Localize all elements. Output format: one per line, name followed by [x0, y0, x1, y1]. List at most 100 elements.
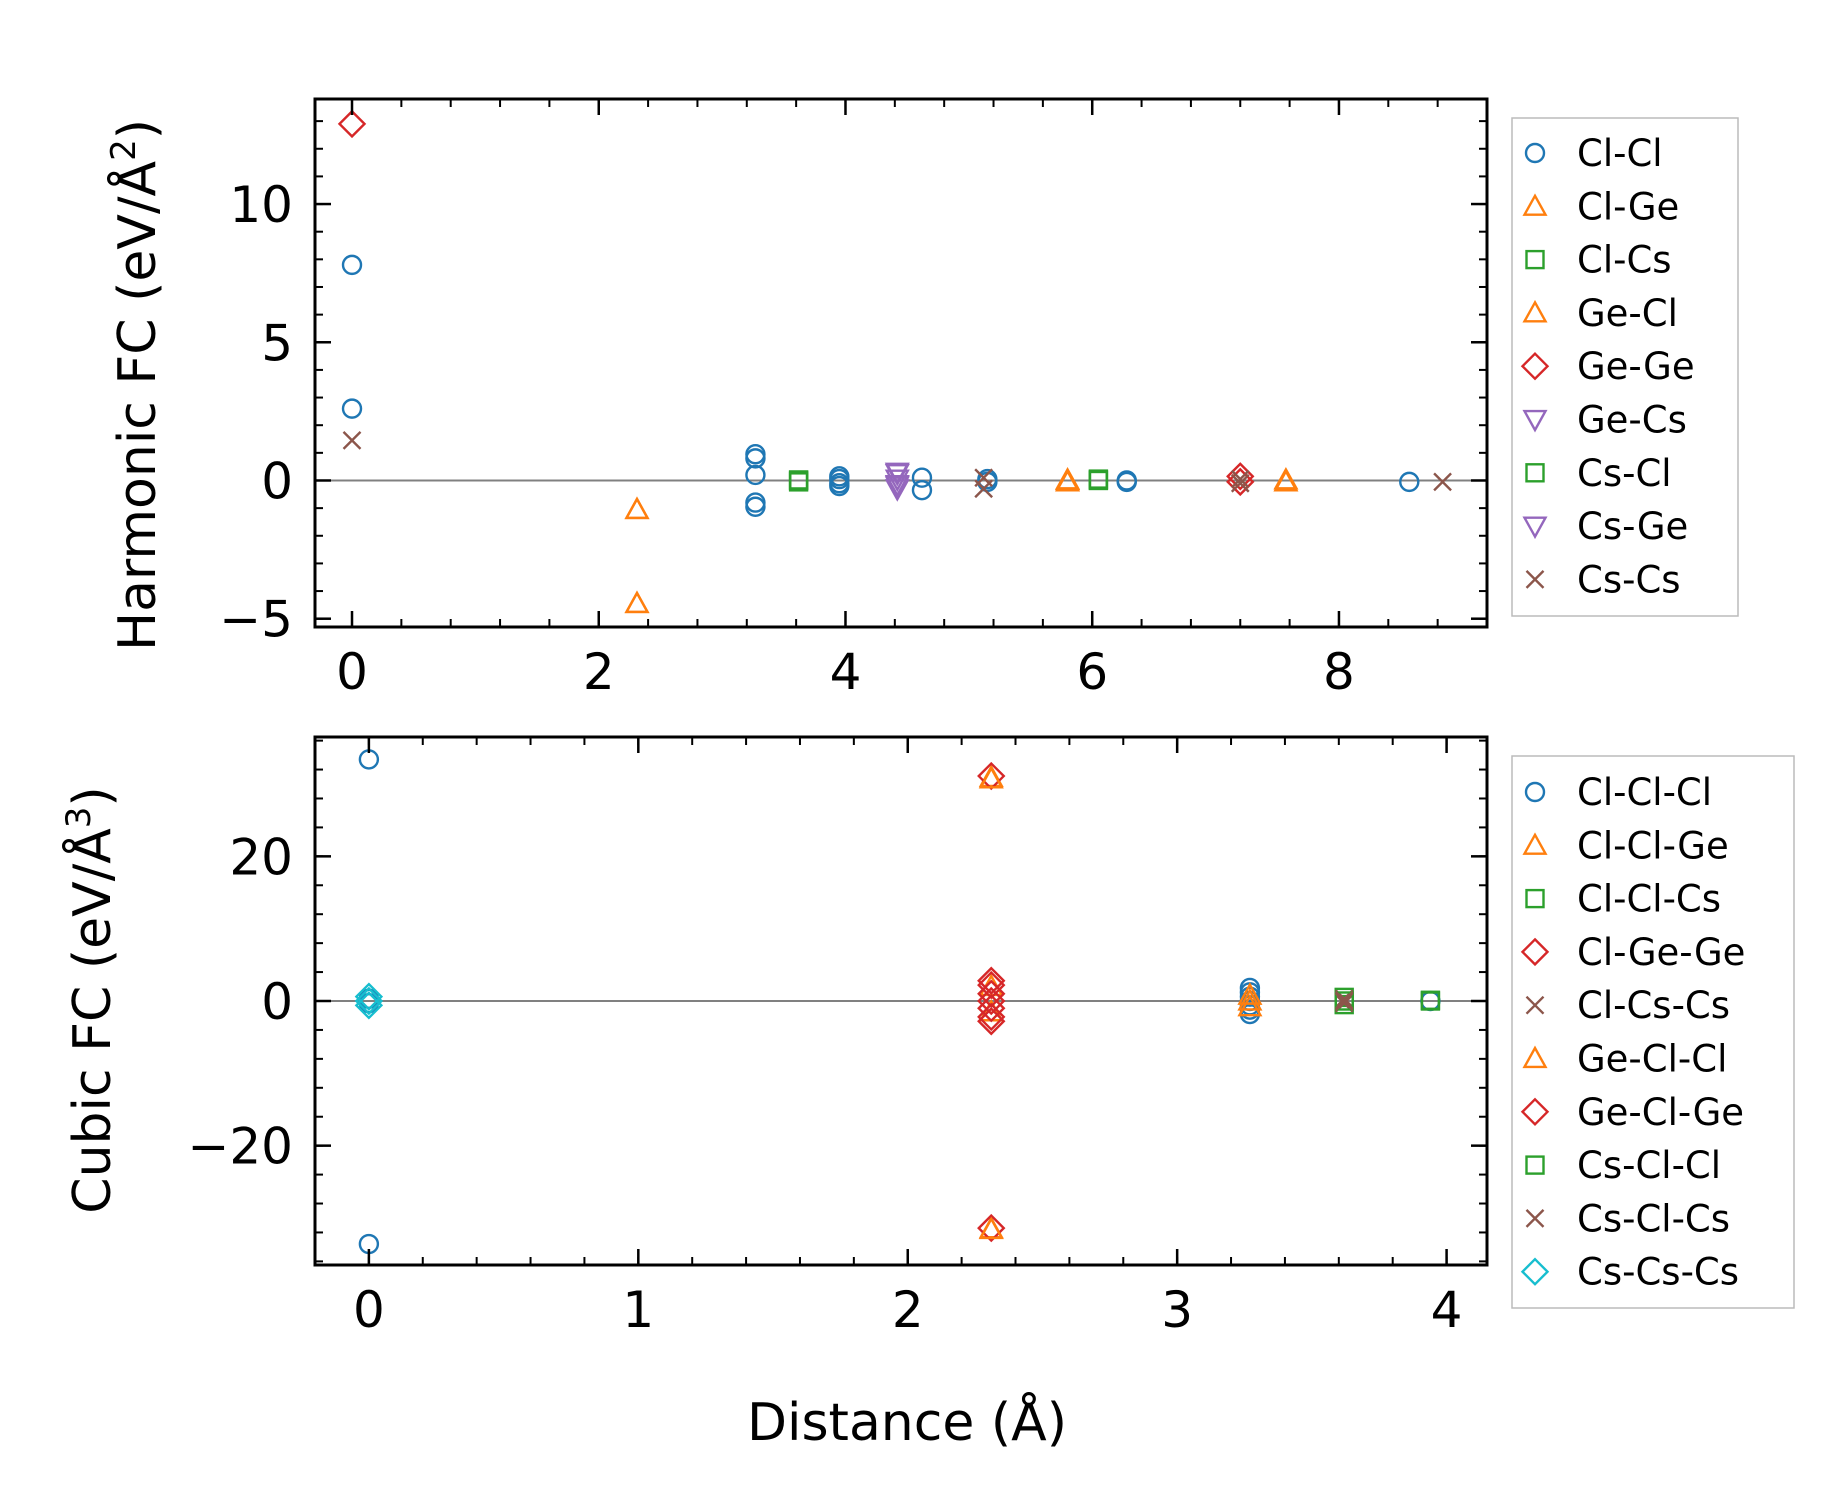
- data-point-ge-cl: [624, 590, 650, 614]
- cubic-plot-content: [315, 749, 1487, 1255]
- x-tick-label: 6: [1076, 643, 1108, 701]
- series-ge-cl-ge: [977, 970, 1006, 1032]
- data-point-ge-cl: [1055, 467, 1081, 491]
- y-tick-label: 5: [261, 314, 293, 372]
- legend-label-cl-cl-cs: Cl-Cl-Cs: [1577, 878, 1721, 921]
- cubic-y-axis-label: Cubic FC (eV/Å3): [59, 786, 123, 1213]
- x-tick-label: 1: [622, 1281, 654, 1339]
- legend-marker-ge-cl-cl: [1522, 1045, 1548, 1069]
- series-cs-cs-cs: [354, 982, 384, 1020]
- data-point-cl-cl: [341, 254, 363, 276]
- series-ge-cl: [624, 467, 1081, 614]
- legend-marker-cl-cl-cs: [1525, 888, 1545, 909]
- x-tick-label: 2: [583, 643, 615, 701]
- x-tick-label: 4: [830, 643, 862, 701]
- legend-marker-cs-cl: [1525, 463, 1545, 483]
- data-point-cs-cl-cs: [1334, 992, 1354, 1012]
- legend-marker-cl-cl: [1524, 142, 1546, 164]
- harmonic-y-tick-labels: −5 0 5 10: [219, 176, 293, 649]
- x-tick-label: 2: [892, 1281, 924, 1339]
- harmonic-panel: 0 2 4 6 8 −5 0 5 10 Harmonic FC (eV/Å2) Cl-Cl Cl…: [104, 97, 1739, 701]
- legend-marker-cs-cl-cs: [1525, 1209, 1545, 1228]
- data-point-ge-cl-ge: [977, 986, 1006, 1016]
- data-point-cs-cs: [1230, 469, 1250, 489]
- data-point-cl-ge-ge: [977, 761, 1006, 791]
- harmonic-y-axis-label: Harmonic FC (eV/Å2): [104, 119, 168, 651]
- legend-label-cl-cl: Cl-Cl: [1577, 132, 1663, 175]
- legend-marker-cs-cs-cs: [1520, 1257, 1550, 1286]
- harmonic-legend-box: [1511, 117, 1739, 617]
- legend-marker-cl-cs-cs: [1525, 995, 1545, 1015]
- data-point-cl-cl-ge: [1237, 993, 1263, 1017]
- legend-marker-cl-cl-cl: [1524, 781, 1546, 803]
- harmonic-plot-content: [315, 109, 1487, 614]
- legend-marker-cs-cs: [1525, 570, 1545, 589]
- legend-marker-cl-ge-ge: [1520, 937, 1550, 967]
- y-tick-label: 0: [261, 452, 293, 510]
- data-point-cl-cl: [1399, 471, 1420, 493]
- data-point-cl-cl: [911, 479, 933, 501]
- legend-marker-ge-ge: [1520, 352, 1550, 381]
- data-point-cs-cs-cs: [354, 986, 384, 1016]
- data-point-cs-cl: [1088, 470, 1109, 490]
- legend-marker-cl-cl-ge: [1522, 832, 1548, 855]
- data-point-ge-ge: [1226, 467, 1255, 497]
- legend-label-cs-cs-cs: Cs-Cs-Cs: [1577, 1251, 1739, 1294]
- legend-marker-ge-cl: [1522, 299, 1548, 323]
- y-tick-label: 20: [229, 828, 293, 886]
- legend-label-cs-cl-cl: Cs-Cl-Cl: [1577, 1144, 1721, 1187]
- harmonic-legend: Cl-Cl Cl-Ge Cl-Cs Ge-Cl Ge-Ge Ge-Cs Cs-Cl Cs-Ge…: [1511, 117, 1739, 617]
- series-cs-cl-cl: [1334, 990, 1441, 1011]
- data-point-cs-cs-cs: [354, 982, 384, 1011]
- legend-label-cs-cs: Cs-Cs: [1577, 558, 1681, 601]
- data-point-cl-cl: [745, 496, 766, 517]
- y-tick-label: 10: [229, 176, 293, 234]
- legend-marker-cl-cs: [1525, 249, 1545, 270]
- data-point-ge-cl-cl: [1237, 988, 1263, 1011]
- legend-marker-ge-cl-ge: [1520, 1097, 1550, 1126]
- series-cs-cl-cs: [1334, 990, 1354, 1012]
- data-point-cl-ge: [1273, 468, 1299, 492]
- legend-label-ge-cl-cl: Ge-Cl-Cl: [1577, 1038, 1727, 1081]
- series-cs-cl: [788, 470, 1109, 491]
- legend-label-cl-ge: Cl-Ge: [1577, 185, 1679, 228]
- legend-label-ge-cl: Ge-Cl: [1577, 292, 1678, 335]
- x-axis-label: Distance (Å): [747, 1391, 1067, 1453]
- legend-marker-cs-ge: [1522, 516, 1548, 540]
- legend-label-cs-cl: Cs-Cl: [1577, 452, 1672, 495]
- data-point-cl-cl: [1116, 471, 1137, 493]
- y-tick-label: −5: [219, 591, 293, 649]
- data-point-cl-ge-ge: [977, 966, 1006, 995]
- legend-label-cs-ge: Cs-Ge: [1577, 505, 1688, 548]
- series-cs-cs: [342, 431, 1452, 499]
- data-point-ge-cl-ge: [977, 1002, 1006, 1032]
- data-point-cs-cs: [1230, 473, 1250, 493]
- data-point-cl-cl: [745, 464, 766, 486]
- cubic-legend-box: [1511, 755, 1795, 1309]
- data-point-ge-cl-cl: [978, 765, 1004, 789]
- legend-marker-cs-cl-cl: [1525, 1155, 1545, 1175]
- x-tick-label: 0: [353, 1281, 385, 1339]
- data-point-cl-ge-ge: [977, 1007, 1006, 1036]
- data-point-ge-cl-ge: [977, 970, 1006, 1000]
- series-ge-cl-cl: [978, 765, 1263, 1240]
- legend-label-ge-cl-ge: Ge-Cl-Ge: [1577, 1091, 1744, 1134]
- x-tick-label: 8: [1323, 643, 1355, 701]
- legend-marker-ge-cs: [1522, 409, 1548, 433]
- x-tick-label: 3: [1161, 1281, 1193, 1339]
- x-tick-label: 4: [1431, 1281, 1463, 1339]
- data-point-ge-ge: [337, 109, 367, 139]
- harmonic-x-tick-labels: 0 2 4 6 8: [336, 643, 1355, 701]
- legend-label-ge-ge: Ge-Ge: [1577, 345, 1695, 388]
- y-tick-label: −20: [187, 1118, 293, 1176]
- data-point-cs-cl: [788, 470, 809, 491]
- legend-label-cs-cl-cs: Cs-Cl-Cs: [1577, 1197, 1730, 1240]
- legend-label-cl-ge-ge: Cl-Ge-Ge: [1577, 931, 1745, 974]
- harmonic-ticks: [315, 99, 1488, 627]
- cubic-y-tick-labels: −20 0 20: [187, 828, 293, 1175]
- legend-label-cl-cl-ge: Cl-Cl-Ge: [1577, 824, 1729, 867]
- data-point-cs-cs: [974, 479, 994, 499]
- data-point-cs-cl-cl: [1420, 990, 1441, 1010]
